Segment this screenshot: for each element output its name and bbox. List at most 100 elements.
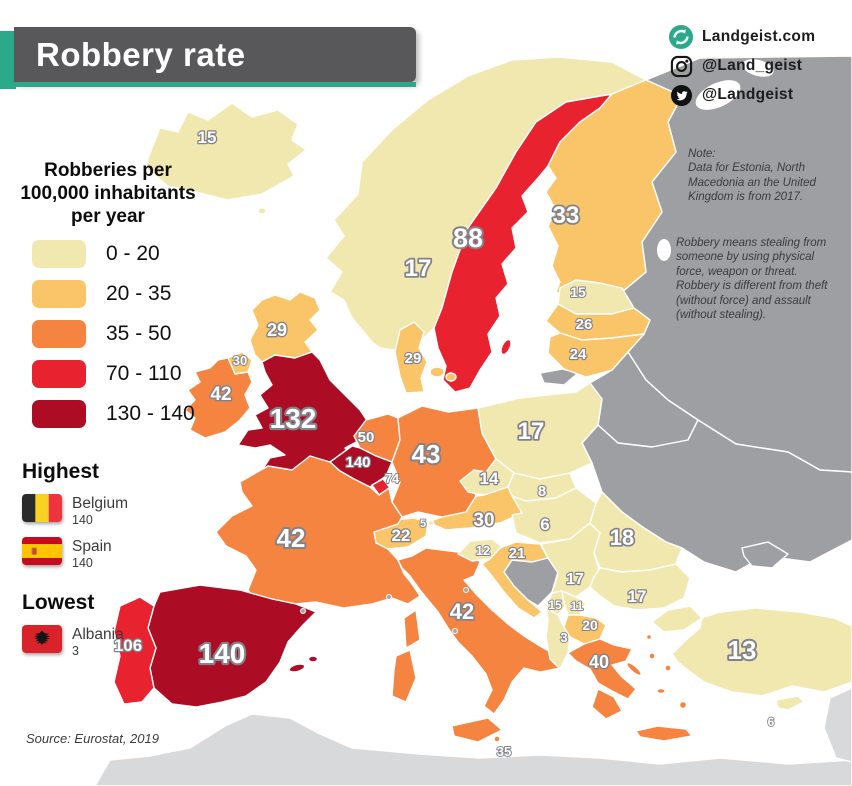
country-north-africa — [94, 713, 852, 786]
value-label-belgium: 140 — [345, 454, 370, 471]
value-label-hungary: 6 — [540, 515, 549, 534]
value-label-finland: 33 — [553, 202, 580, 229]
value-label-netherlands: 50 — [358, 429, 375, 446]
website-link[interactable]: Landgeist.com — [668, 24, 815, 50]
instagram-icon — [668, 53, 694, 79]
legend-swatch — [32, 360, 86, 389]
island-euboea — [626, 662, 642, 676]
legend-swatch — [32, 400, 86, 429]
extremes-panel: Highest Belgium 140 Spain 140 Lowest — [22, 460, 128, 667]
twitter-link[interactable]: @Landgeist — [668, 82, 815, 108]
aegean-island-7 — [678, 700, 688, 710]
value-label-france: 42 — [277, 523, 306, 553]
value-label-portugal: 106 — [114, 636, 142, 655]
lake-ladoga — [657, 239, 671, 261]
legend-title-line1: Robberies per — [44, 160, 172, 181]
value-label-bulgaria: 17 — [628, 587, 647, 606]
lowest-entry-albania: Albania 3 — [22, 624, 128, 659]
value-label-germany: 43 — [412, 439, 441, 469]
legend-swatch — [32, 280, 86, 309]
instagram-label: @Land_geist — [702, 57, 803, 74]
country-crimea — [741, 541, 789, 569]
value-label-n_macedonia: 20 — [582, 617, 598, 633]
legend-swatch — [32, 320, 86, 349]
lowest-heading: Lowest — [22, 590, 95, 614]
country-malta — [493, 735, 501, 743]
value-label-estonia: 15 — [570, 284, 586, 300]
legend-item: 130 - 140 — [32, 400, 208, 429]
island-zealand — [429, 366, 445, 378]
banner: Robbery rate — [14, 27, 416, 82]
value-label-italy: 42 — [450, 599, 474, 624]
value-label-scotland: 29 — [267, 320, 287, 340]
legend-items: 0 - 20 20 - 35 35 - 50 70 - 110 130 - 14… — [32, 240, 208, 429]
aegean-island-1 — [648, 652, 656, 660]
value-label-montenegro: 15 — [548, 598, 562, 612]
value-label-romania: 18 — [610, 525, 634, 550]
country-cyprus — [775, 695, 805, 711]
greece-peloponnese — [591, 688, 623, 720]
legend-range: 70 - 110 — [106, 362, 182, 386]
island-crete — [635, 725, 693, 742]
country-denmark — [394, 321, 428, 394]
value-label-cyprus: 6 — [768, 715, 775, 729]
value-label-malta: 35 — [497, 744, 511, 759]
highest-heading: Highest — [22, 460, 100, 483]
value-label-liechtenstein: 5 — [420, 518, 426, 530]
value-label-czechia: 14 — [480, 469, 499, 488]
island-funen — [445, 372, 457, 382]
turkey-thrace — [651, 605, 703, 633]
island-sicily — [451, 717, 503, 743]
country-kaliningrad — [539, 368, 579, 386]
legend-item: 35 - 50 — [32, 320, 208, 349]
belgium-flag-icon — [22, 494, 62, 522]
landgeist-globe-icon — [668, 24, 694, 50]
source-caption: Source: Eurostat, 2019 — [26, 731, 159, 746]
value-label-poland: 17 — [518, 418, 545, 445]
lowest-value-1: 3 — [72, 643, 79, 658]
island-corsica — [403, 609, 421, 649]
value-label-latvia: 26 — [576, 316, 593, 333]
value-label-turkey: 13 — [728, 635, 757, 665]
legend-item: 20 - 35 — [32, 280, 208, 309]
value-label-greece: 40 — [589, 652, 609, 672]
country-iceland — [145, 102, 307, 201]
country-liechtenstein — [427, 519, 435, 527]
value-label-england: 132 — [270, 403, 317, 434]
highest-country-1: Belgium — [72, 495, 128, 512]
highest-country-2: Spain — [72, 537, 112, 555]
twitter-label: @Landgeist — [702, 86, 794, 103]
instagram-link[interactable]: @Land_geist — [668, 53, 815, 79]
aegean-island-4 — [656, 687, 666, 695]
value-label-slovenia: 12 — [476, 543, 490, 558]
highest-entry-spain: Spain 140 — [22, 536, 128, 571]
country-luxembourg — [371, 478, 391, 497]
country-middle-east — [823, 687, 852, 763]
country-turkey — [671, 607, 852, 697]
country-bulgaria — [589, 563, 691, 611]
website-label: Landgeist.com — [702, 28, 816, 45]
map-value-labels: 15 17 88 33 15 26 24 29 29 30 42 132 50 140 74 43 17 14 8 6… — [113, 127, 776, 760]
social-links: Landgeist.com @Land_geist @Landgeist — [668, 24, 815, 108]
aegean-island-6 — [645, 633, 653, 641]
value-label-sweden: 88 — [453, 223, 483, 253]
legend-title: Robberies per 100,000 inhabitants per ye… — [8, 160, 208, 228]
country-portugal — [113, 596, 157, 705]
value-label-kosovo: 11 — [571, 599, 584, 613]
banner-underline — [14, 82, 416, 87]
white-sea — [695, 80, 741, 110]
island-mallorca — [288, 663, 306, 673]
country-albania — [545, 606, 571, 670]
microstate-andorra — [300, 608, 306, 614]
spain-flag-icon — [22, 536, 62, 565]
value-label-austria: 30 — [473, 510, 494, 531]
legend-title-line2: 100,000 inhabitants — [20, 182, 196, 204]
legend-range: 130 - 140 — [106, 402, 195, 426]
value-label-iceland: 15 — [198, 128, 217, 147]
banner-accent-bar — [0, 31, 16, 89]
barents-coast — [742, 59, 774, 77]
legend-range: 20 - 35 — [106, 282, 172, 306]
country-france — [215, 455, 421, 609]
